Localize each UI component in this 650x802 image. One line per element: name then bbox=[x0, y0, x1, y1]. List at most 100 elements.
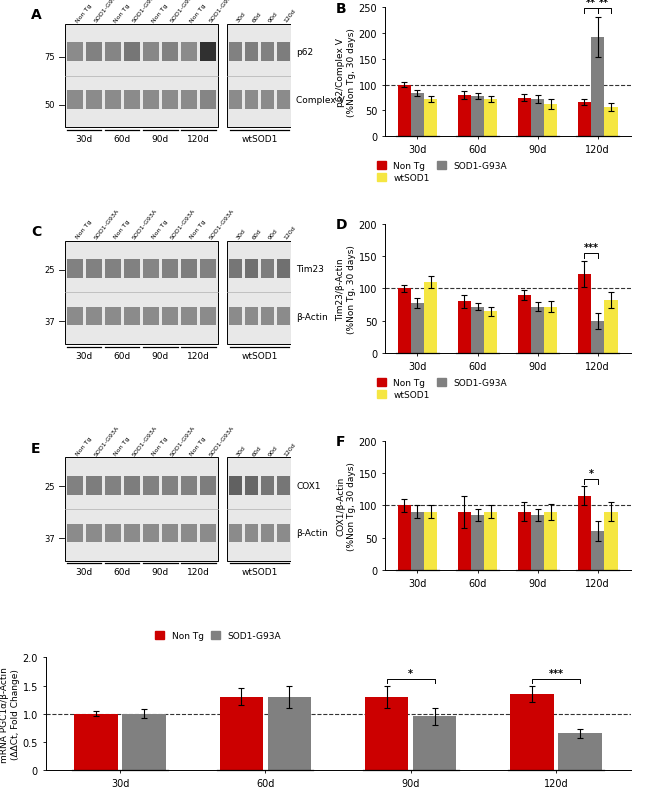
Text: *: * bbox=[589, 468, 593, 478]
Bar bbox=[229, 476, 242, 495]
Bar bbox=[277, 43, 290, 62]
Text: SOD1-G93A: SOD1-G93A bbox=[94, 424, 121, 456]
Bar bbox=[105, 476, 121, 495]
Bar bbox=[277, 524, 290, 543]
Bar bbox=[544, 307, 558, 354]
Bar bbox=[200, 260, 216, 278]
Bar bbox=[244, 476, 258, 495]
Bar bbox=[181, 524, 197, 543]
Bar bbox=[162, 260, 178, 278]
Bar bbox=[86, 307, 102, 326]
Bar bbox=[124, 476, 140, 495]
Bar bbox=[604, 301, 617, 354]
Bar bbox=[531, 100, 544, 137]
Bar bbox=[413, 717, 456, 770]
Bar bbox=[181, 43, 197, 62]
Bar bbox=[578, 103, 591, 137]
Bar bbox=[484, 312, 497, 354]
Text: D: D bbox=[335, 218, 347, 232]
Bar bbox=[244, 260, 258, 278]
Text: Complex V: Complex V bbox=[296, 95, 345, 105]
Text: Non Tg: Non Tg bbox=[151, 2, 169, 23]
Text: B: B bbox=[335, 2, 346, 15]
Bar bbox=[424, 282, 437, 354]
Bar bbox=[162, 307, 178, 326]
Bar bbox=[229, 307, 242, 326]
Text: SOD1-G93A: SOD1-G93A bbox=[132, 208, 159, 240]
Bar bbox=[86, 43, 102, 62]
Bar bbox=[74, 714, 118, 770]
Bar bbox=[244, 524, 258, 543]
Bar bbox=[65, 458, 218, 561]
Text: Tim23: Tim23 bbox=[296, 265, 324, 273]
Bar bbox=[458, 95, 471, 137]
Text: SOD1-G93A: SOD1-G93A bbox=[170, 424, 197, 456]
Bar bbox=[67, 91, 83, 110]
Bar bbox=[244, 43, 258, 62]
Bar bbox=[398, 289, 411, 354]
Text: 60d: 60d bbox=[114, 135, 131, 144]
Bar bbox=[604, 512, 617, 570]
Bar bbox=[424, 512, 437, 570]
Bar bbox=[143, 307, 159, 326]
Text: SOD1-G93A: SOD1-G93A bbox=[170, 0, 197, 23]
Bar bbox=[484, 512, 497, 570]
Text: 60d: 60d bbox=[114, 351, 131, 360]
Bar bbox=[604, 107, 617, 137]
Bar bbox=[162, 91, 178, 110]
Text: ***: *** bbox=[584, 243, 599, 253]
Bar bbox=[181, 476, 197, 495]
Text: 37: 37 bbox=[45, 318, 55, 326]
Bar bbox=[67, 524, 83, 543]
Bar bbox=[124, 91, 140, 110]
Bar bbox=[229, 260, 242, 278]
Bar bbox=[244, 307, 258, 326]
Text: 30d: 30d bbox=[235, 11, 246, 23]
Text: SOD1-G93A: SOD1-G93A bbox=[132, 0, 159, 23]
Text: 30d: 30d bbox=[235, 228, 246, 240]
Text: Non Tg: Non Tg bbox=[75, 219, 92, 240]
Text: 120d: 120d bbox=[187, 351, 210, 360]
Bar bbox=[122, 714, 166, 770]
Text: 120d: 120d bbox=[283, 8, 297, 23]
Text: E: E bbox=[31, 441, 40, 455]
Bar bbox=[261, 260, 274, 278]
Text: 60d: 60d bbox=[114, 568, 131, 577]
Bar bbox=[578, 274, 591, 354]
Bar bbox=[261, 43, 274, 62]
Bar bbox=[411, 512, 424, 570]
Y-axis label: COX1/β-Actin
(%Non Tg, 30 days): COX1/β-Actin (%Non Tg, 30 days) bbox=[337, 461, 356, 550]
Bar bbox=[143, 260, 159, 278]
Text: p62: p62 bbox=[296, 48, 313, 57]
Text: 90d: 90d bbox=[267, 228, 279, 240]
Legend: Non Tg, wtSOD1, SOD1-G93A: Non Tg, wtSOD1, SOD1-G93A bbox=[377, 379, 506, 399]
Bar bbox=[200, 91, 216, 110]
Text: ***: *** bbox=[549, 668, 564, 678]
Text: 25: 25 bbox=[45, 482, 55, 492]
Text: wtSOD1: wtSOD1 bbox=[241, 568, 278, 577]
Text: 30d: 30d bbox=[75, 568, 93, 577]
Text: Non Tg: Non Tg bbox=[113, 435, 131, 456]
Bar bbox=[591, 532, 604, 570]
Text: Non Tg: Non Tg bbox=[113, 219, 131, 240]
Text: SOD1-G93A: SOD1-G93A bbox=[94, 0, 121, 23]
Bar bbox=[105, 91, 121, 110]
Bar bbox=[261, 307, 274, 326]
Text: 120d: 120d bbox=[187, 568, 210, 577]
Bar bbox=[458, 302, 471, 354]
Bar bbox=[143, 476, 159, 495]
Bar bbox=[67, 476, 83, 495]
Bar bbox=[124, 524, 140, 543]
Bar bbox=[398, 86, 411, 137]
Text: 120d: 120d bbox=[283, 441, 297, 456]
Bar bbox=[86, 91, 102, 110]
Text: β-Actin: β-Actin bbox=[296, 529, 328, 538]
Text: 90d: 90d bbox=[152, 568, 169, 577]
Text: wtSOD1: wtSOD1 bbox=[241, 351, 278, 360]
Bar bbox=[458, 512, 471, 570]
Text: C: C bbox=[31, 225, 41, 238]
Text: *: * bbox=[408, 668, 413, 678]
Bar bbox=[67, 43, 83, 62]
Bar bbox=[227, 241, 291, 345]
Y-axis label: Tim23/β-Actin
(%Non Tg, 30 days): Tim23/β-Actin (%Non Tg, 30 days) bbox=[337, 245, 356, 334]
